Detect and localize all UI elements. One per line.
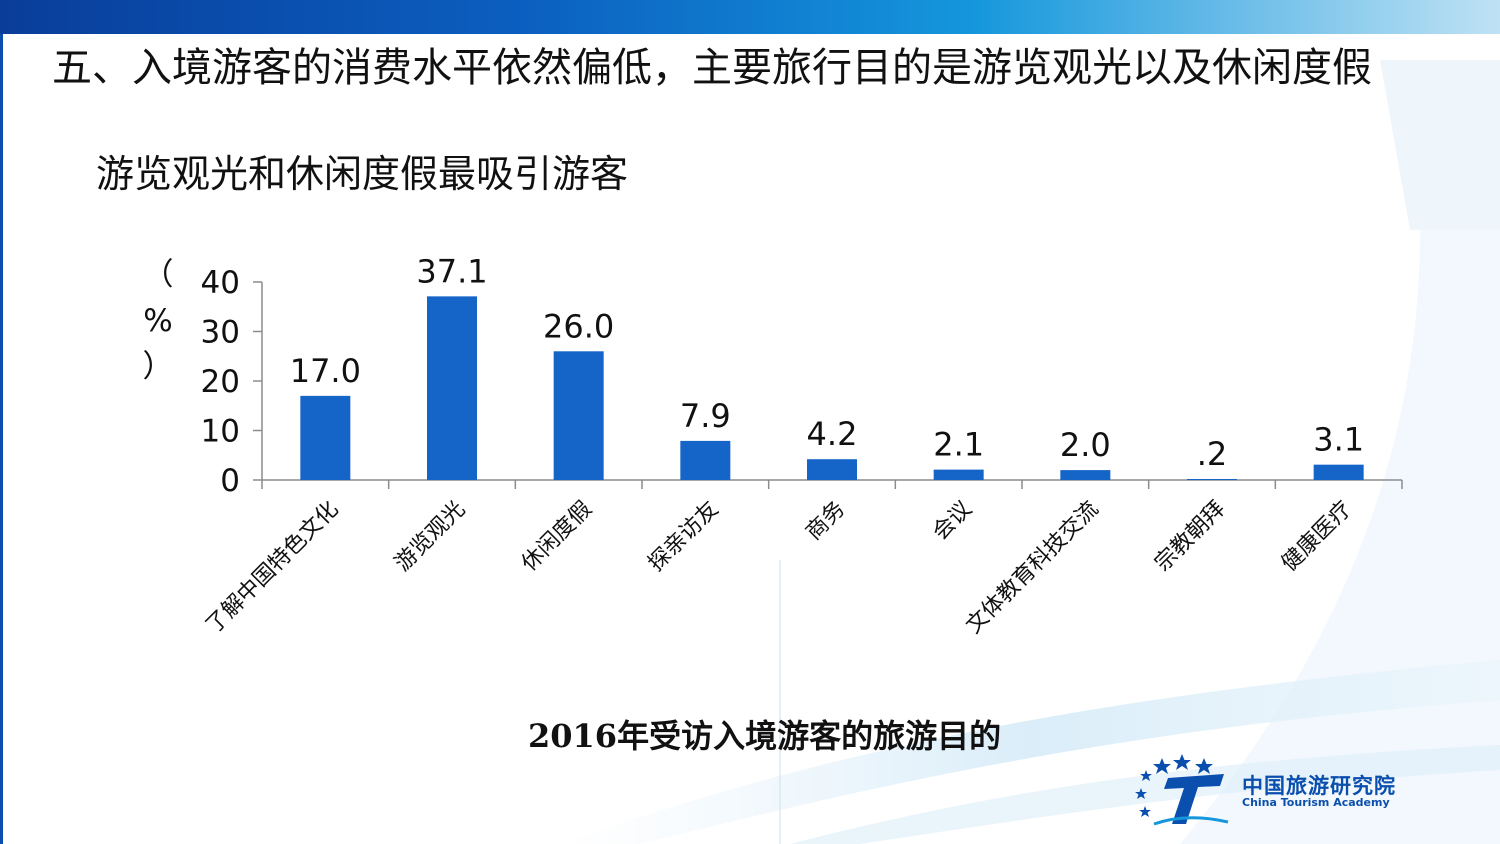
bar-value-label: 4.2	[807, 415, 858, 453]
bar	[807, 459, 857, 480]
y-tick-labels: 0 10 20 30 40	[201, 265, 240, 499]
bar	[933, 469, 984, 480]
category-label: 会议	[928, 497, 977, 546]
chart-caption: 2016年受访入境游客的旅游目的	[528, 717, 1002, 755]
y-tick-label: 0	[220, 463, 240, 499]
left-border	[0, 34, 3, 844]
bar-value-label: 3.1	[1313, 421, 1364, 459]
category-label: 了解中国特色文化	[201, 497, 343, 639]
y-axis-label-char: （	[143, 257, 174, 293]
bar	[1313, 464, 1364, 480]
slide-title: 五、入境游客的消费水平依然偏低，主要旅行目的是游览观光以及休闲度假	[52, 45, 1372, 91]
category-label: 商务	[801, 497, 850, 546]
bar	[427, 296, 477, 480]
category-label: 探亲访友	[644, 497, 724, 577]
bar-value-label: 2.1	[933, 426, 984, 464]
china-tourism-academy-logo: 中国旅游研究院 China Tourism Academy	[1132, 752, 1452, 832]
y-tick-label: 40	[201, 265, 240, 301]
bar	[680, 440, 731, 480]
bar	[300, 395, 351, 480]
logo-emblem-icon	[1135, 754, 1229, 826]
value-labels: 17.0 37.1 26.0 7.9 4.2 2.1 2.0 .2 3.1	[290, 252, 1364, 473]
y-tick-label: 10	[201, 414, 240, 450]
bar-value-label: 17.0	[290, 352, 361, 390]
y-tick-label: 30	[201, 315, 240, 351]
bar-value-label: 2.0	[1060, 426, 1111, 464]
category-label: 游览观光	[390, 497, 470, 577]
y-axis-label: （% ）	[143, 257, 174, 385]
category-label: 宗教朝拜	[1150, 497, 1230, 577]
category-label: 休闲度假	[517, 497, 597, 577]
bar	[1060, 470, 1111, 480]
bar-value-label: 26.0	[543, 307, 614, 345]
bar-value-label: .2	[1197, 435, 1228, 473]
logo-name-cn: 中国旅游研究院	[1242, 774, 1396, 798]
bar-value-label: 7.9	[680, 397, 731, 435]
y-tick-label: 20	[201, 364, 240, 400]
bar-value-label: 37.1	[416, 252, 487, 290]
bar	[1187, 479, 1237, 480]
y-axis-label-char: ）	[143, 349, 174, 385]
category-label: 健康医疗	[1277, 497, 1357, 577]
chart-axes	[253, 281, 1403, 489]
top-banner	[0, 0, 1500, 34]
category-label: 文体教育科技交流	[961, 497, 1103, 639]
y-axis-label-char: %	[143, 303, 172, 339]
logo-name-en: China Tourism Academy	[1242, 796, 1390, 809]
bar	[553, 351, 604, 480]
bars	[300, 296, 1364, 480]
slide-subtitle: 游览观光和休闲度假最吸引游客	[96, 152, 629, 196]
